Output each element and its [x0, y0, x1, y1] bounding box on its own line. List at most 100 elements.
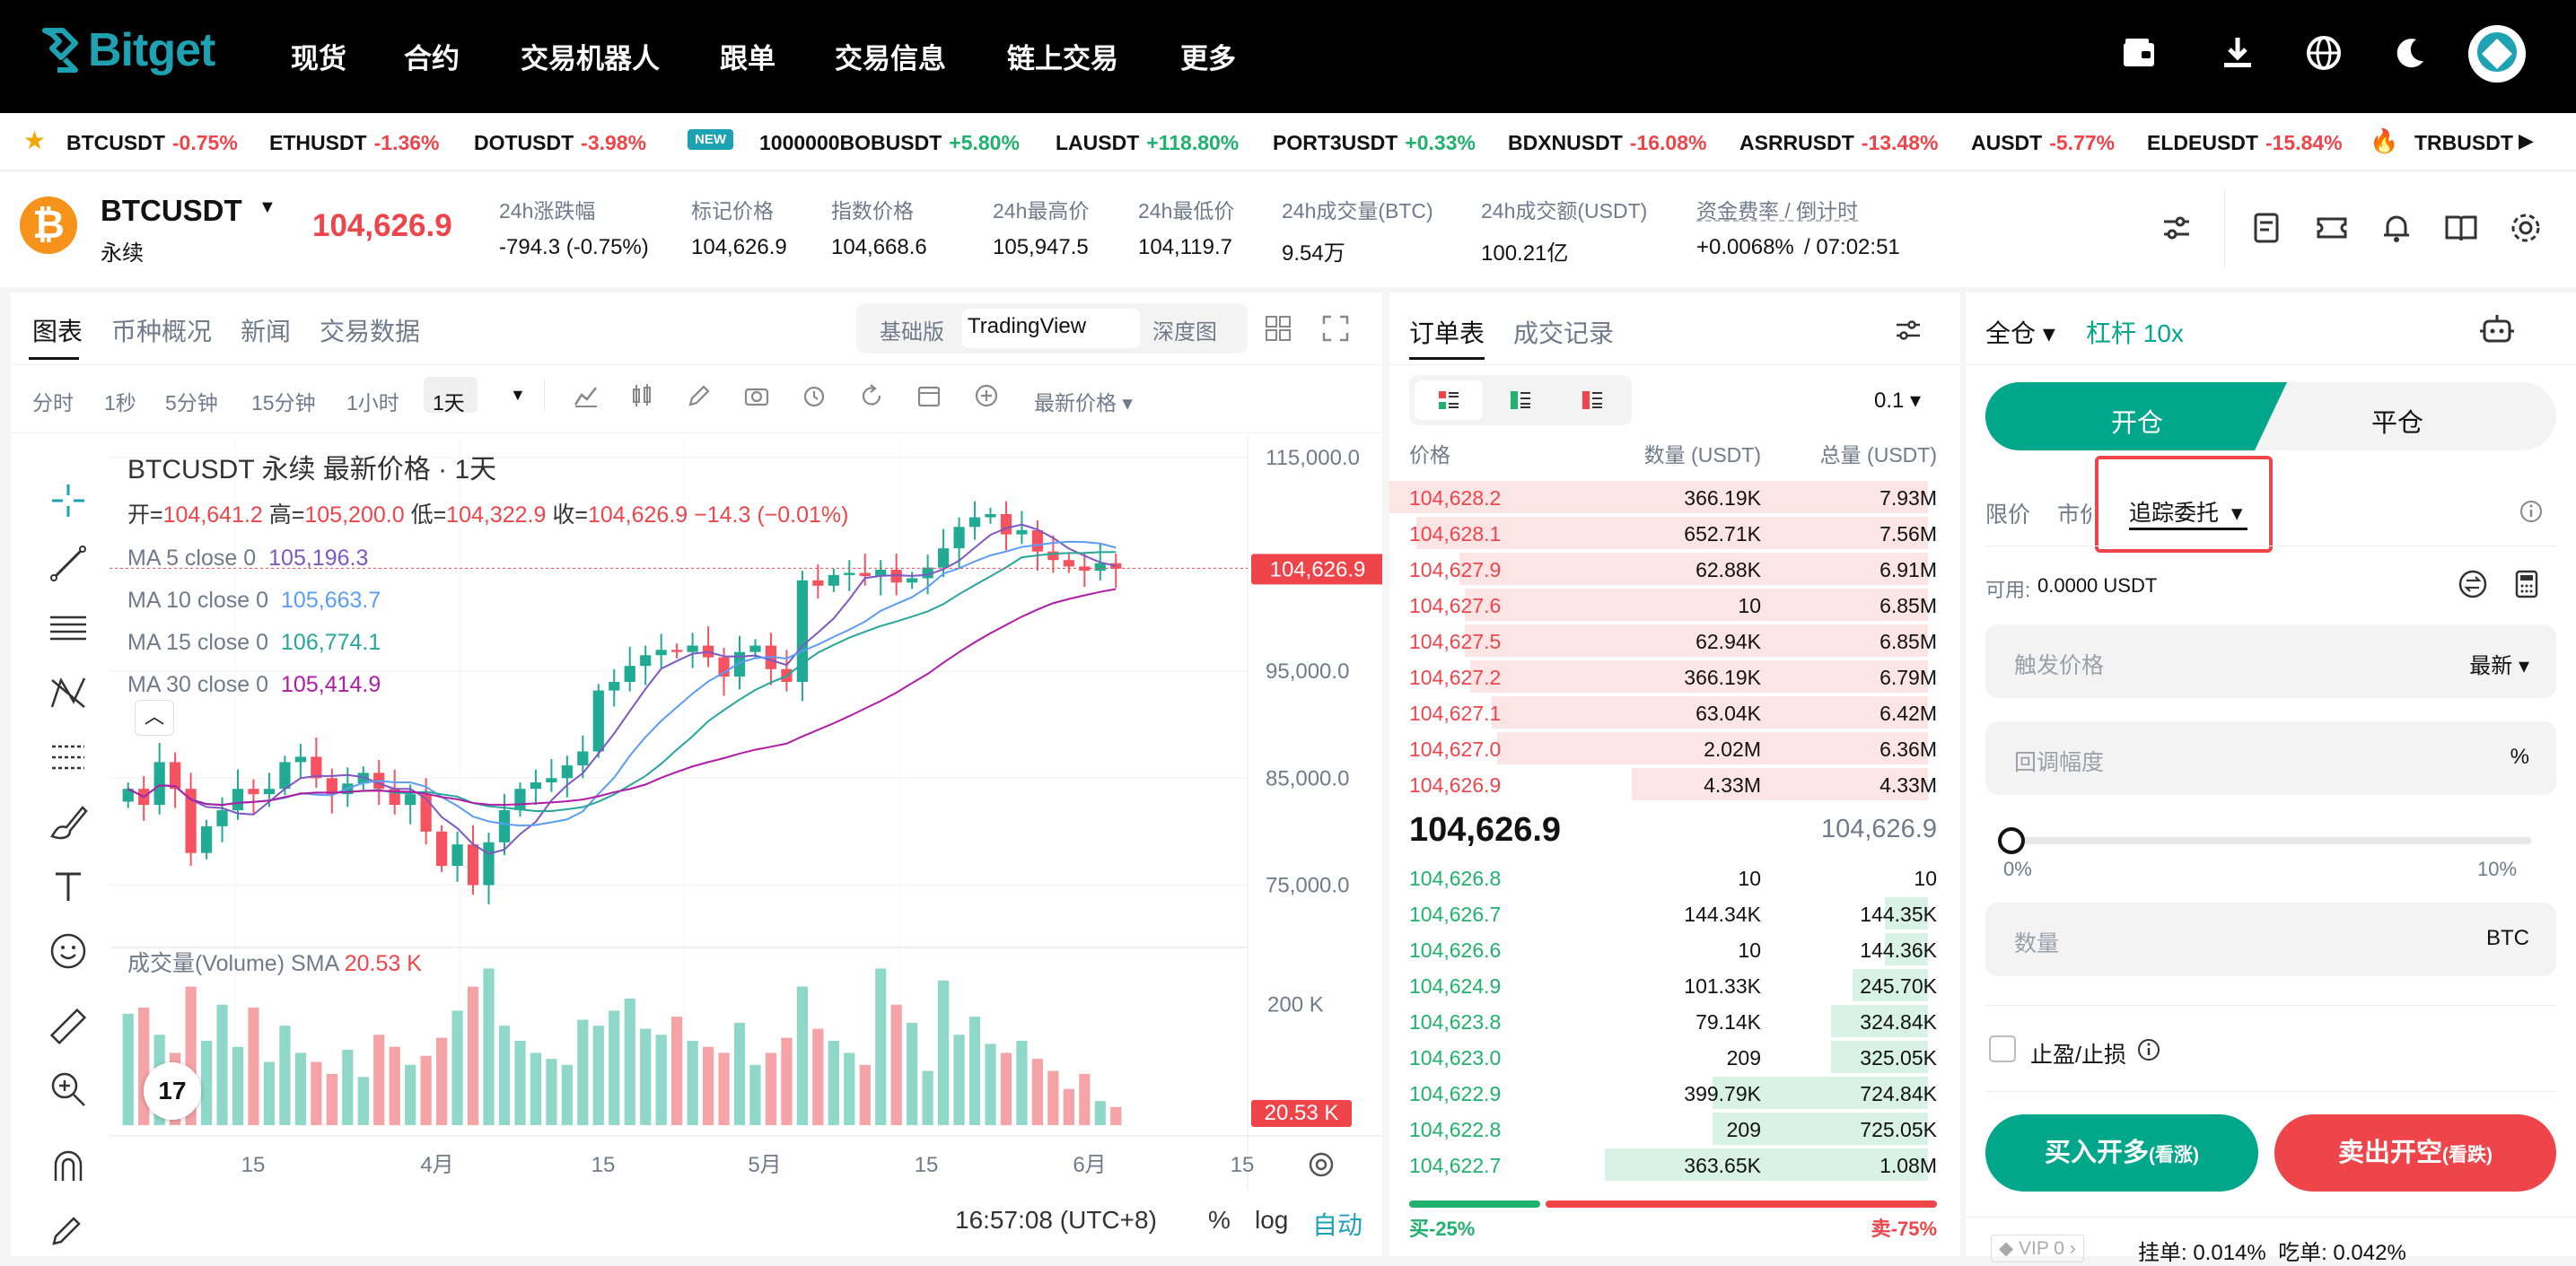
emoji-icon[interactable]: [47, 930, 90, 973]
nav-item-0[interactable]: 现货: [291, 43, 346, 74]
info-icon[interactable]: [2519, 499, 2544, 524]
interval-4[interactable]: 1小时: [346, 391, 399, 415]
tradingview-logo[interactable]: 17: [144, 1062, 201, 1120]
ticker-item[interactable]: AUSDT -5.77%: [1971, 131, 2116, 154]
avatar[interactable]: [2468, 25, 2526, 83]
price-type-select[interactable]: 最新价格 ▾: [1034, 391, 1133, 415]
interval-3[interactable]: 15分钟: [251, 391, 316, 415]
ask-row[interactable]: 104,626.9 4.33M 4.33M: [1389, 766, 1937, 802]
chart-mode-2[interactable]: 深度图: [1152, 320, 1217, 345]
callback-slider[interactable]: [1998, 827, 2531, 854]
ask-row[interactable]: 104,627.2 366.19K 6.79M: [1389, 659, 1937, 694]
ask-row[interactable]: 104,627.5 62.94K 6.85M: [1389, 623, 1937, 659]
callback-rate-input[interactable]: 回调幅度 %: [1985, 721, 2556, 795]
chart-tab-3[interactable]: 交易数据: [320, 318, 421, 345]
close-position-tab[interactable]: 平仓: [2371, 409, 2424, 438]
tab-orderbook[interactable]: 订单表: [1409, 319, 1485, 347]
interval-1[interactable]: 1秒: [104, 391, 136, 415]
buy-long-button[interactable]: 买入开多(看涨): [1985, 1114, 2258, 1192]
horizontal-lines-icon[interactable]: [47, 607, 90, 650]
magnet-icon[interactable]: [47, 1145, 90, 1188]
ask-row[interactable]: 104,627.9 62.88K 6.91M: [1389, 551, 1937, 587]
order-type-trailing[interactable]: 追踪委托 ▾: [2129, 501, 2243, 526]
leverage-select[interactable]: 杠杆 10x: [2086, 319, 2184, 347]
settings-sliders-icon[interactable]: [1892, 314, 1924, 346]
nav-item-2[interactable]: 交易机器人: [521, 43, 660, 74]
bell-icon[interactable]: [2379, 210, 2414, 246]
gear-icon[interactable]: [2508, 210, 2544, 246]
chevron-down-icon[interactable]: ▼: [510, 386, 526, 404]
pencil-icon[interactable]: [686, 382, 713, 409]
reset-icon[interactable]: [858, 382, 885, 409]
text-icon[interactable]: [47, 865, 90, 908]
ask-row[interactable]: 104,627.6 10 6.85M: [1389, 587, 1937, 623]
settings-sliders-icon[interactable]: [2159, 210, 2195, 246]
ask-row[interactable]: 104,627.1 63.04K 6.42M: [1389, 694, 1937, 730]
trigger-unit-select[interactable]: 最新 ▾: [2469, 654, 2529, 678]
tab-trades[interactable]: 成交记录: [1513, 319, 1615, 347]
ask-row[interactable]: 104,628.1 652.71K 7.56M: [1389, 515, 1937, 551]
bid-row[interactable]: 104,623.8 79.14K 324.84K: [1389, 1003, 1937, 1039]
ticker-item[interactable]: ASRRUSDT -13.48%: [1739, 131, 1939, 154]
moon-icon[interactable]: [2391, 34, 2429, 72]
ruler-icon[interactable]: [47, 1005, 90, 1048]
bid-row[interactable]: 104,623.0 209 325.05K: [1389, 1039, 1937, 1075]
bid-row[interactable]: 104,626.6 10 144.36K: [1389, 931, 1937, 967]
chart-tab-1[interactable]: 币种概况: [111, 318, 213, 345]
wallet-icon[interactable]: [2120, 34, 2158, 72]
symbol-name[interactable]: BTCUSDT: [101, 194, 242, 227]
interval-0[interactable]: 分时: [32, 391, 74, 415]
pattern-icon[interactable]: [47, 671, 90, 714]
axis-percent-button[interactable]: %: [1208, 1206, 1231, 1234]
grid-layout-icon[interactable]: [1262, 312, 1294, 345]
chevron-down-icon[interactable]: ▼: [258, 197, 276, 217]
vip-badge[interactable]: ◆ VIP 0 ›: [1991, 1235, 2084, 1262]
trend-line-icon[interactable]: [47, 542, 90, 585]
notes-icon[interactable]: [2249, 210, 2285, 246]
axis-log-button[interactable]: log: [1255, 1206, 1289, 1234]
arrow-right-icon[interactable]: ▶: [2519, 129, 2534, 152]
candle-type-icon[interactable]: [628, 382, 655, 409]
bid-row[interactable]: 104,622.9 399.79K 724.84K: [1389, 1075, 1937, 1111]
calendar-icon[interactable]: [916, 382, 942, 409]
quantity-input[interactable]: 数量 BTC: [1985, 903, 2556, 976]
download-icon[interactable]: [2219, 34, 2256, 72]
slider-handle[interactable]: [1998, 827, 2025, 854]
ticker-item[interactable]: BDXNUSDT -16.08%: [1508, 131, 1707, 154]
ticker-item[interactable]: TRBUSDT: [2414, 131, 2513, 154]
chart-tab-2[interactable]: 新闻: [241, 318, 292, 345]
chart-mode-1[interactable]: TradingView: [968, 314, 1087, 338]
price-chart[interactable]: 104,626.9 115,000.0 95,000.0 85,000.0 75,000…: [110, 436, 1382, 1256]
calculator-icon[interactable]: [2511, 569, 2542, 599]
ticker-item[interactable]: ELDEUSDT -15.84%: [2147, 131, 2343, 154]
nav-item-1[interactable]: 合约: [404, 43, 460, 74]
interval-5[interactable]: 1天: [433, 391, 465, 415]
order-type-limit[interactable]: 限价: [1985, 502, 2031, 528]
fib-icon[interactable]: [47, 736, 90, 779]
ticker-item[interactable]: PORT3USDT +0.33%: [1273, 131, 1476, 154]
axis-settings-icon[interactable]: [1309, 1152, 1334, 1177]
precision-select[interactable]: 0.1 ▾: [1874, 389, 1922, 413]
bid-row[interactable]: 104,622.8 209 725.05K: [1389, 1111, 1937, 1147]
sell-short-button[interactable]: 卖出开空(看跌): [2274, 1114, 2556, 1192]
nav-item-3[interactable]: 跟单: [720, 43, 775, 74]
book-asks-icon[interactable]: [1580, 388, 1605, 413]
ticker-item[interactable]: 1000000BOBUSDT +5.80%: [759, 131, 1020, 154]
tpsl-checkbox[interactable]: [1989, 1035, 2016, 1062]
trigger-price-input[interactable]: 触发价格 最新 ▾: [1985, 624, 2556, 698]
nav-item-6[interactable]: 更多: [1180, 43, 1236, 74]
nav-item-5[interactable]: 链上交易: [1007, 43, 1118, 74]
axis-auto-button[interactable]: 自动: [1312, 1211, 1363, 1239]
open-position-tab[interactable]: [1985, 382, 2287, 450]
bitget-logo[interactable]: Bitget: [39, 23, 215, 77]
ticker-item[interactable]: LAUSDT +118.80%: [1056, 131, 1240, 154]
ticker-item[interactable]: DOTUSDT -3.98%: [474, 131, 647, 154]
book-bids-icon[interactable]: [1508, 388, 1533, 413]
chart-tab-0[interactable]: 图表: [32, 318, 83, 345]
book-view-both[interactable]: [1415, 380, 1483, 420]
nav-item-4[interactable]: 交易信息: [835, 43, 946, 74]
ticker-item[interactable]: ETHUSDT -1.36%: [269, 131, 440, 154]
collapse-legend-button[interactable]: ︿: [135, 700, 174, 736]
interval-2[interactable]: 5分钟: [165, 391, 218, 415]
ticket-icon[interactable]: [2314, 210, 2350, 246]
